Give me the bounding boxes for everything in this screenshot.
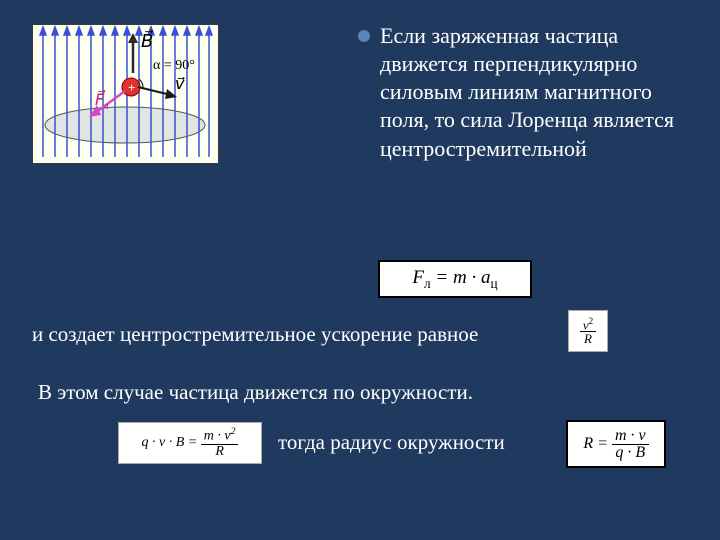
f1-dot: · (471, 267, 481, 288)
f1-op: = (435, 267, 453, 288)
f4-num: m · v (612, 428, 649, 445)
text-circle-motion: В этом случае частица движется по окружн… (38, 380, 473, 405)
v-label: v⃗ (175, 76, 185, 93)
f1-m: m (453, 267, 467, 288)
main-paragraph: Если заряженная частица движется перпенд… (380, 22, 690, 163)
plus-label: + (128, 80, 135, 95)
b-label: B⃗ (141, 30, 153, 51)
f4-den: q · B (612, 445, 648, 461)
diagram-svg: B⃗ α = 90° + v⃗ F⃗л (33, 25, 218, 163)
f1-lhs: F (412, 267, 424, 288)
f3-den: R (212, 445, 227, 459)
formula-v2-over-r: v2 R (568, 310, 608, 352)
f1-a-sub: ц (490, 276, 497, 291)
physics-diagram: B⃗ α = 90° + v⃗ F⃗л (32, 24, 219, 164)
f4-lhs: R = (583, 435, 612, 452)
alpha-label: α = 90° (153, 58, 195, 73)
f2-num-sup: 2 (589, 316, 594, 326)
formula-radius: R = m · v q · B (566, 420, 666, 468)
f3-lhs: q · v · B = (142, 435, 201, 450)
f3-num: m · v (204, 429, 231, 444)
f3-num-sup: 2 (231, 426, 236, 437)
formula-qvb-eq: q · v · B = m · v2 R (118, 422, 262, 464)
slide: B⃗ α = 90° + v⃗ F⃗л Если заряженная част… (0, 0, 720, 540)
formula-lorentz-ma: Fл = m · aц (378, 260, 532, 298)
bullet-icon (358, 30, 370, 42)
text-radius: тогда радиус окружности (278, 430, 505, 455)
text-acceleration: и создает центростремительное ускорение … (32, 322, 478, 347)
f1-lhs-sub: л (424, 276, 431, 291)
f2-den: R (584, 331, 592, 346)
f-label: F⃗л (95, 89, 109, 112)
